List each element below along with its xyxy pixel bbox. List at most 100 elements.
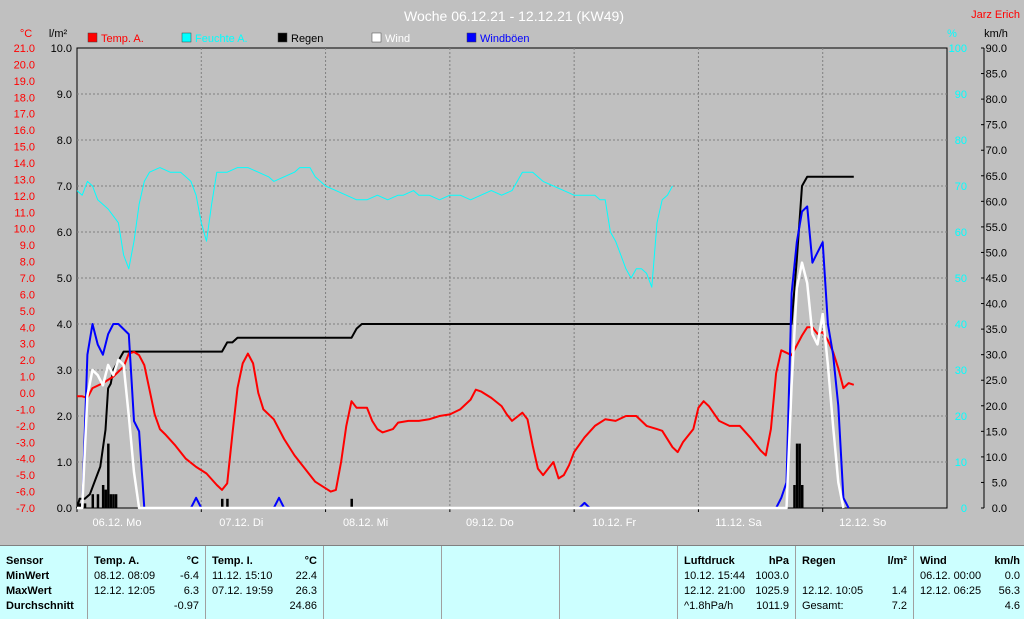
temp-a-min-time: 08.12. 08:09: [94, 570, 156, 582]
wind-tick-label: 15.0: [986, 426, 1007, 438]
rain-bar: [795, 443, 799, 508]
rain-tick-label: 9.0: [57, 89, 72, 101]
empty-column-2: [442, 546, 560, 619]
wind-tick-label: 0.0: [992, 503, 1007, 515]
wind-tick-label: 25.0: [986, 375, 1007, 387]
label-max: MaxWert: [6, 585, 52, 597]
rain-tick-label: 0.0: [57, 503, 72, 515]
humidity-tick-label: 10: [955, 457, 967, 469]
weather-chart: Woche 06.12.21 - 12.12.21 (KW49) Jarz Er…: [14, 8, 1020, 529]
humidity-tick-label: 70: [955, 181, 967, 193]
temp-tick-label: -1.0: [16, 404, 35, 416]
rain-tick-label: 3.0: [57, 365, 72, 377]
temp-i-avg-val: 24.86: [289, 600, 317, 612]
rain-unit: l/m²: [887, 555, 907, 567]
wind-max-time: 12.12. 06:25: [920, 585, 982, 597]
temp-axis: -7.0 -6.0 -5.0 -4.0 -3.0 -2.0 -1.0 0.0 1.0 2.0 3.0…: [14, 43, 35, 515]
rain-title: Regen: [802, 555, 836, 567]
temp-tick-label: 14.0: [14, 158, 35, 170]
wind-axis: 0.0 5.0 10.0 15.0 20.0 25.0 30.0 35.0 40.0 45.0 50…: [981, 43, 1007, 515]
humidity-tick-label: 80: [955, 135, 967, 147]
wind-tick-label: 40.0: [986, 299, 1007, 311]
rain-bar: [226, 498, 229, 508]
rain-tick-label: 7.0: [57, 181, 72, 193]
wind-tick-label: 35.0: [986, 324, 1007, 336]
empty-column-1: [324, 546, 442, 619]
temp-tick-label: 4.0: [20, 322, 35, 334]
rain-bar: [350, 498, 353, 508]
wind-tick-label: 20.0: [986, 401, 1007, 413]
legend-swatch: [466, 32, 477, 43]
wind-tick-label: 70.0: [986, 145, 1007, 157]
temp-tick-label: 11.0: [14, 207, 35, 219]
legend-swatch: [87, 32, 98, 43]
rain-tick-label: 1.0: [57, 457, 72, 469]
temp-i-column: Temp. I. °C 11.12. 15:10 22.4 07.12. 19:…: [206, 546, 324, 619]
pressure-column: Luftdruck hPa 10.12. 15:44 1003.0 12.12.…: [678, 546, 796, 619]
series-line-regen: [76, 175, 854, 509]
rain-total-val: 7.2: [891, 600, 907, 612]
humidity-tick-label: 90: [955, 89, 967, 101]
temp-i-unit: °C: [304, 555, 317, 567]
legend-label: Feuchte A.: [195, 33, 248, 45]
wind-column: Wind km/h 06.12. 00:00 0.0 12.12. 06:25 …: [914, 546, 1024, 619]
temp-tick-label: -5.0: [16, 470, 35, 482]
humidity-tick-label: 100: [949, 43, 967, 55]
legend-label: Windböen: [480, 33, 530, 45]
wind-unit: km/h: [994, 555, 1020, 567]
pressure-trend: ^1.8hPa/h: [684, 600, 734, 612]
chart-title: Woche 06.12.21 - 12.12.21 (KW49): [404, 8, 624, 24]
temp-tick-label: 3.0: [20, 339, 35, 351]
humidity-tick-label: 50: [955, 273, 967, 285]
legend-swatch: [277, 32, 288, 43]
pressure-min-time: 10.12. 15:44: [684, 570, 746, 582]
label-min: MinWert: [6, 570, 50, 582]
temp-tick-label: 7.0: [20, 273, 35, 285]
rain-bar: [221, 498, 224, 508]
temp-tick-label: 17.0: [14, 109, 35, 121]
series-line-temp-a: [77, 326, 855, 493]
rain-bar: [801, 485, 804, 508]
rain-bar: [114, 494, 118, 508]
rain-bars: [78, 443, 804, 508]
x-tick-label: 11.12. Sa: [715, 517, 762, 529]
rain-tick-label: 2.0: [57, 411, 72, 423]
temp-a-title: Temp. A.: [94, 555, 140, 567]
legend-swatch: [181, 32, 192, 43]
plot-area: [76, 47, 948, 509]
temp-tick-label: 9.0: [20, 240, 35, 252]
label-sensor: Sensor: [6, 555, 44, 567]
temp-a-column: Temp. A. °C 08.12. 08:09 -6.4 12.12. 12:…: [88, 546, 206, 619]
temp-tick-label: 2.0: [20, 355, 35, 367]
temp-a-min-val: -6.4: [180, 570, 199, 582]
rain-axis: 0.0 1.0 2.0 3.0 4.0 5.0 6.0 7.0 8.0 9.0 10.0: [51, 43, 72, 515]
rain-bar: [107, 443, 110, 508]
wind-tick-label: 75.0: [986, 120, 1007, 132]
series-line-wind: [77, 261, 845, 510]
wind-tick-label: 85.0: [986, 69, 1007, 81]
temp-tick-label: 13.0: [14, 174, 35, 186]
rain-tick-label: 10.0: [51, 43, 72, 55]
legend: Temp. A. Feuchte A. Regen Wind Windböen: [87, 32, 530, 45]
statistics-panel: Sensor MinWert MaxWert Durchschnitt Temp…: [0, 545, 1024, 619]
rain-bar: [793, 485, 796, 508]
pressure-max-val: 1025.9: [755, 585, 789, 597]
temp-tick-label: 5.0: [20, 306, 35, 318]
author-label: Jarz Erich: [971, 9, 1020, 21]
legend-label: Wind: [385, 33, 410, 45]
empty-column-3: [560, 546, 678, 619]
rain-max-val: 1.4: [891, 585, 907, 597]
temp-a-avg-val: -0.97: [173, 600, 199, 612]
x-tick-label: 12.12. So: [839, 517, 886, 529]
humidity-tick-label: 30: [955, 365, 967, 377]
wind-max-val: 56.3: [998, 585, 1020, 597]
pressure-unit: hPa: [768, 555, 789, 567]
temp-tick-label: 15.0: [14, 142, 35, 154]
pressure-min-val: 1003.0: [755, 570, 789, 582]
rain-bar: [104, 489, 107, 508]
pressure-title: Luftdruck: [684, 555, 735, 567]
wind-tick-label: 50.0: [986, 247, 1007, 259]
wind-tick-label: 45.0: [986, 273, 1007, 285]
legend-label: Temp. A.: [101, 33, 144, 45]
rain-tick-label: 8.0: [57, 135, 72, 147]
